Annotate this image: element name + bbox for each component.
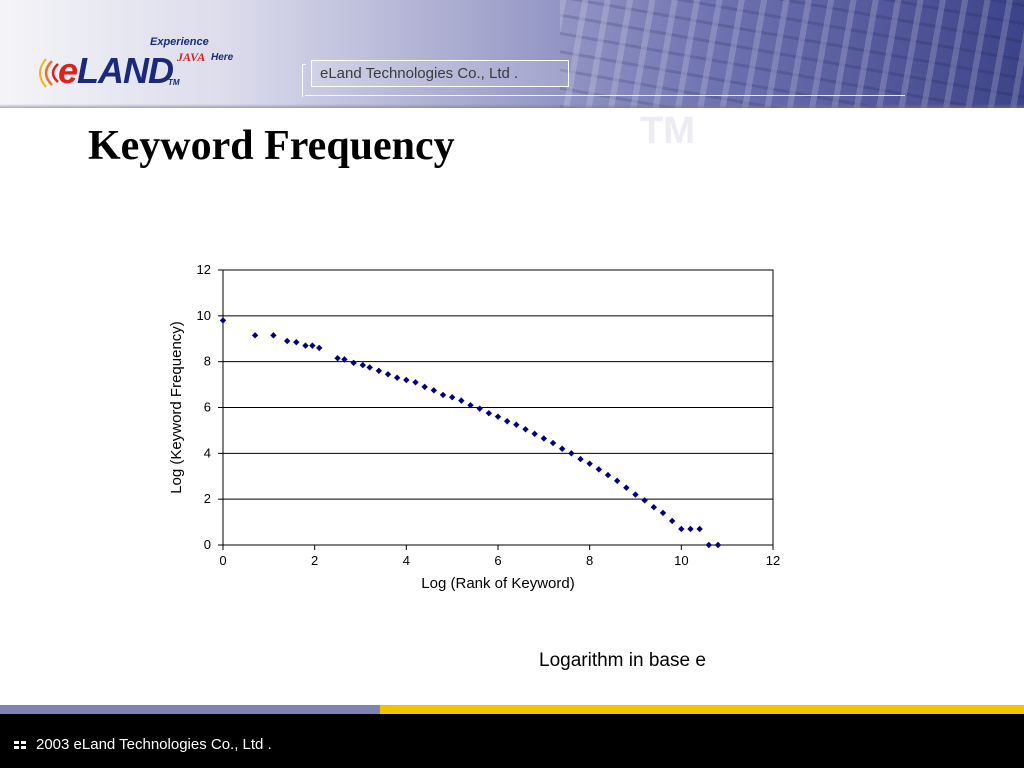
data-point (705, 541, 713, 549)
data-point (334, 355, 341, 362)
data-point (359, 361, 366, 369)
header-shadow (0, 104, 1024, 108)
x-tick-label: 8 (586, 553, 593, 568)
data-point (558, 445, 566, 452)
y-tick-label: 6 (204, 400, 211, 415)
keyword-frequency-chart: 0 2 4 6 8 10 12 0 2 4 6 8 10 12 Log (Rank of Keyword) L… (168, 262, 780, 592)
logo-tagline-here: Here (211, 52, 234, 63)
header-rule (305, 95, 905, 96)
data-point (293, 338, 300, 346)
data-point (531, 430, 538, 438)
data-point (476, 405, 483, 412)
logo-tm: TM (168, 78, 180, 87)
slide-title: Keyword Frequency (88, 123, 455, 169)
data-point (503, 418, 511, 425)
watermark-tm: TM (640, 110, 695, 152)
x-axis-label: Log (Rank of Keyword) (421, 575, 574, 592)
footer-strip-blue (0, 705, 380, 714)
data-point (448, 393, 456, 401)
data-point (412, 379, 419, 386)
data-point (494, 413, 502, 420)
data-point (568, 450, 575, 457)
x-tick-label: 2 (311, 553, 318, 568)
logarithm-note: Logarithm in base e (539, 650, 706, 671)
x-tick-label: 10 (674, 553, 688, 568)
y-tick-label: 10 (197, 308, 211, 323)
footer-strip-yellow (380, 705, 1024, 714)
data-point (341, 356, 348, 363)
company-name-box: eLand Technologies Co., Ltd . (311, 60, 569, 87)
data-point (485, 410, 493, 417)
data-point (467, 402, 474, 409)
data-point (577, 455, 584, 463)
data-point (439, 391, 447, 399)
logo-tagline-java: JAVA (177, 50, 206, 64)
data-point (641, 497, 648, 504)
data-point (623, 484, 630, 491)
keyboard-background-image (560, 0, 1024, 108)
logo-tagline-experience: Experience (150, 36, 209, 48)
data-point (421, 383, 428, 391)
data-point (283, 337, 291, 345)
x-tick-label: 4 (403, 553, 410, 568)
data-point (659, 509, 667, 517)
data-point (650, 503, 658, 511)
data-point (375, 367, 383, 375)
data-point (270, 332, 277, 339)
y-tick-label: 2 (204, 491, 211, 506)
y-tick-label: 0 (204, 537, 211, 552)
y-axis-label: Log (Keyword Frequency) (168, 321, 185, 494)
signal-waves-icon (39, 58, 59, 88)
y-tick-label: 8 (204, 354, 211, 369)
data-point (613, 477, 621, 485)
data-point (316, 344, 323, 352)
data-point (513, 421, 520, 428)
data-point (430, 387, 438, 394)
logo-wordmark: eLAND (58, 50, 174, 91)
header-banner: eLAND TM Experience JAVA Here eLand Tech… (0, 0, 1024, 108)
footer-bullet-icon (14, 741, 28, 749)
y-tick-label: 12 (197, 262, 211, 277)
data-point (604, 471, 612, 479)
footer-copyright: 2003 eLand Technologies Co., Ltd . (36, 736, 272, 753)
data-point (696, 525, 703, 533)
x-tick-label: 6 (494, 553, 501, 568)
data-point (714, 541, 722, 549)
data-point (302, 342, 309, 349)
x-tick-label: 12 (766, 553, 780, 568)
data-point (403, 376, 410, 384)
eland-logo: eLAND TM Experience JAVA Here (38, 36, 248, 96)
data-point (393, 374, 401, 381)
data-point (632, 491, 639, 498)
data-point (522, 426, 529, 433)
header-bracket (302, 64, 306, 97)
data-point (549, 439, 557, 447)
footer-bar: 2003 eLand Technologies Co., Ltd . (0, 714, 1024, 768)
data-point (678, 525, 685, 533)
data-point (309, 342, 316, 349)
data-point (251, 332, 259, 339)
data-point (595, 466, 603, 473)
data-point (687, 525, 694, 533)
data-point (219, 317, 227, 324)
x-tick-label: 0 (219, 553, 226, 568)
data-point (458, 397, 465, 404)
data-point (384, 371, 392, 378)
data-point (366, 364, 373, 371)
data-point (540, 435, 548, 442)
data-point (668, 517, 676, 525)
data-point (586, 460, 593, 467)
data-point (350, 359, 357, 367)
y-tick-label: 4 (204, 445, 211, 460)
